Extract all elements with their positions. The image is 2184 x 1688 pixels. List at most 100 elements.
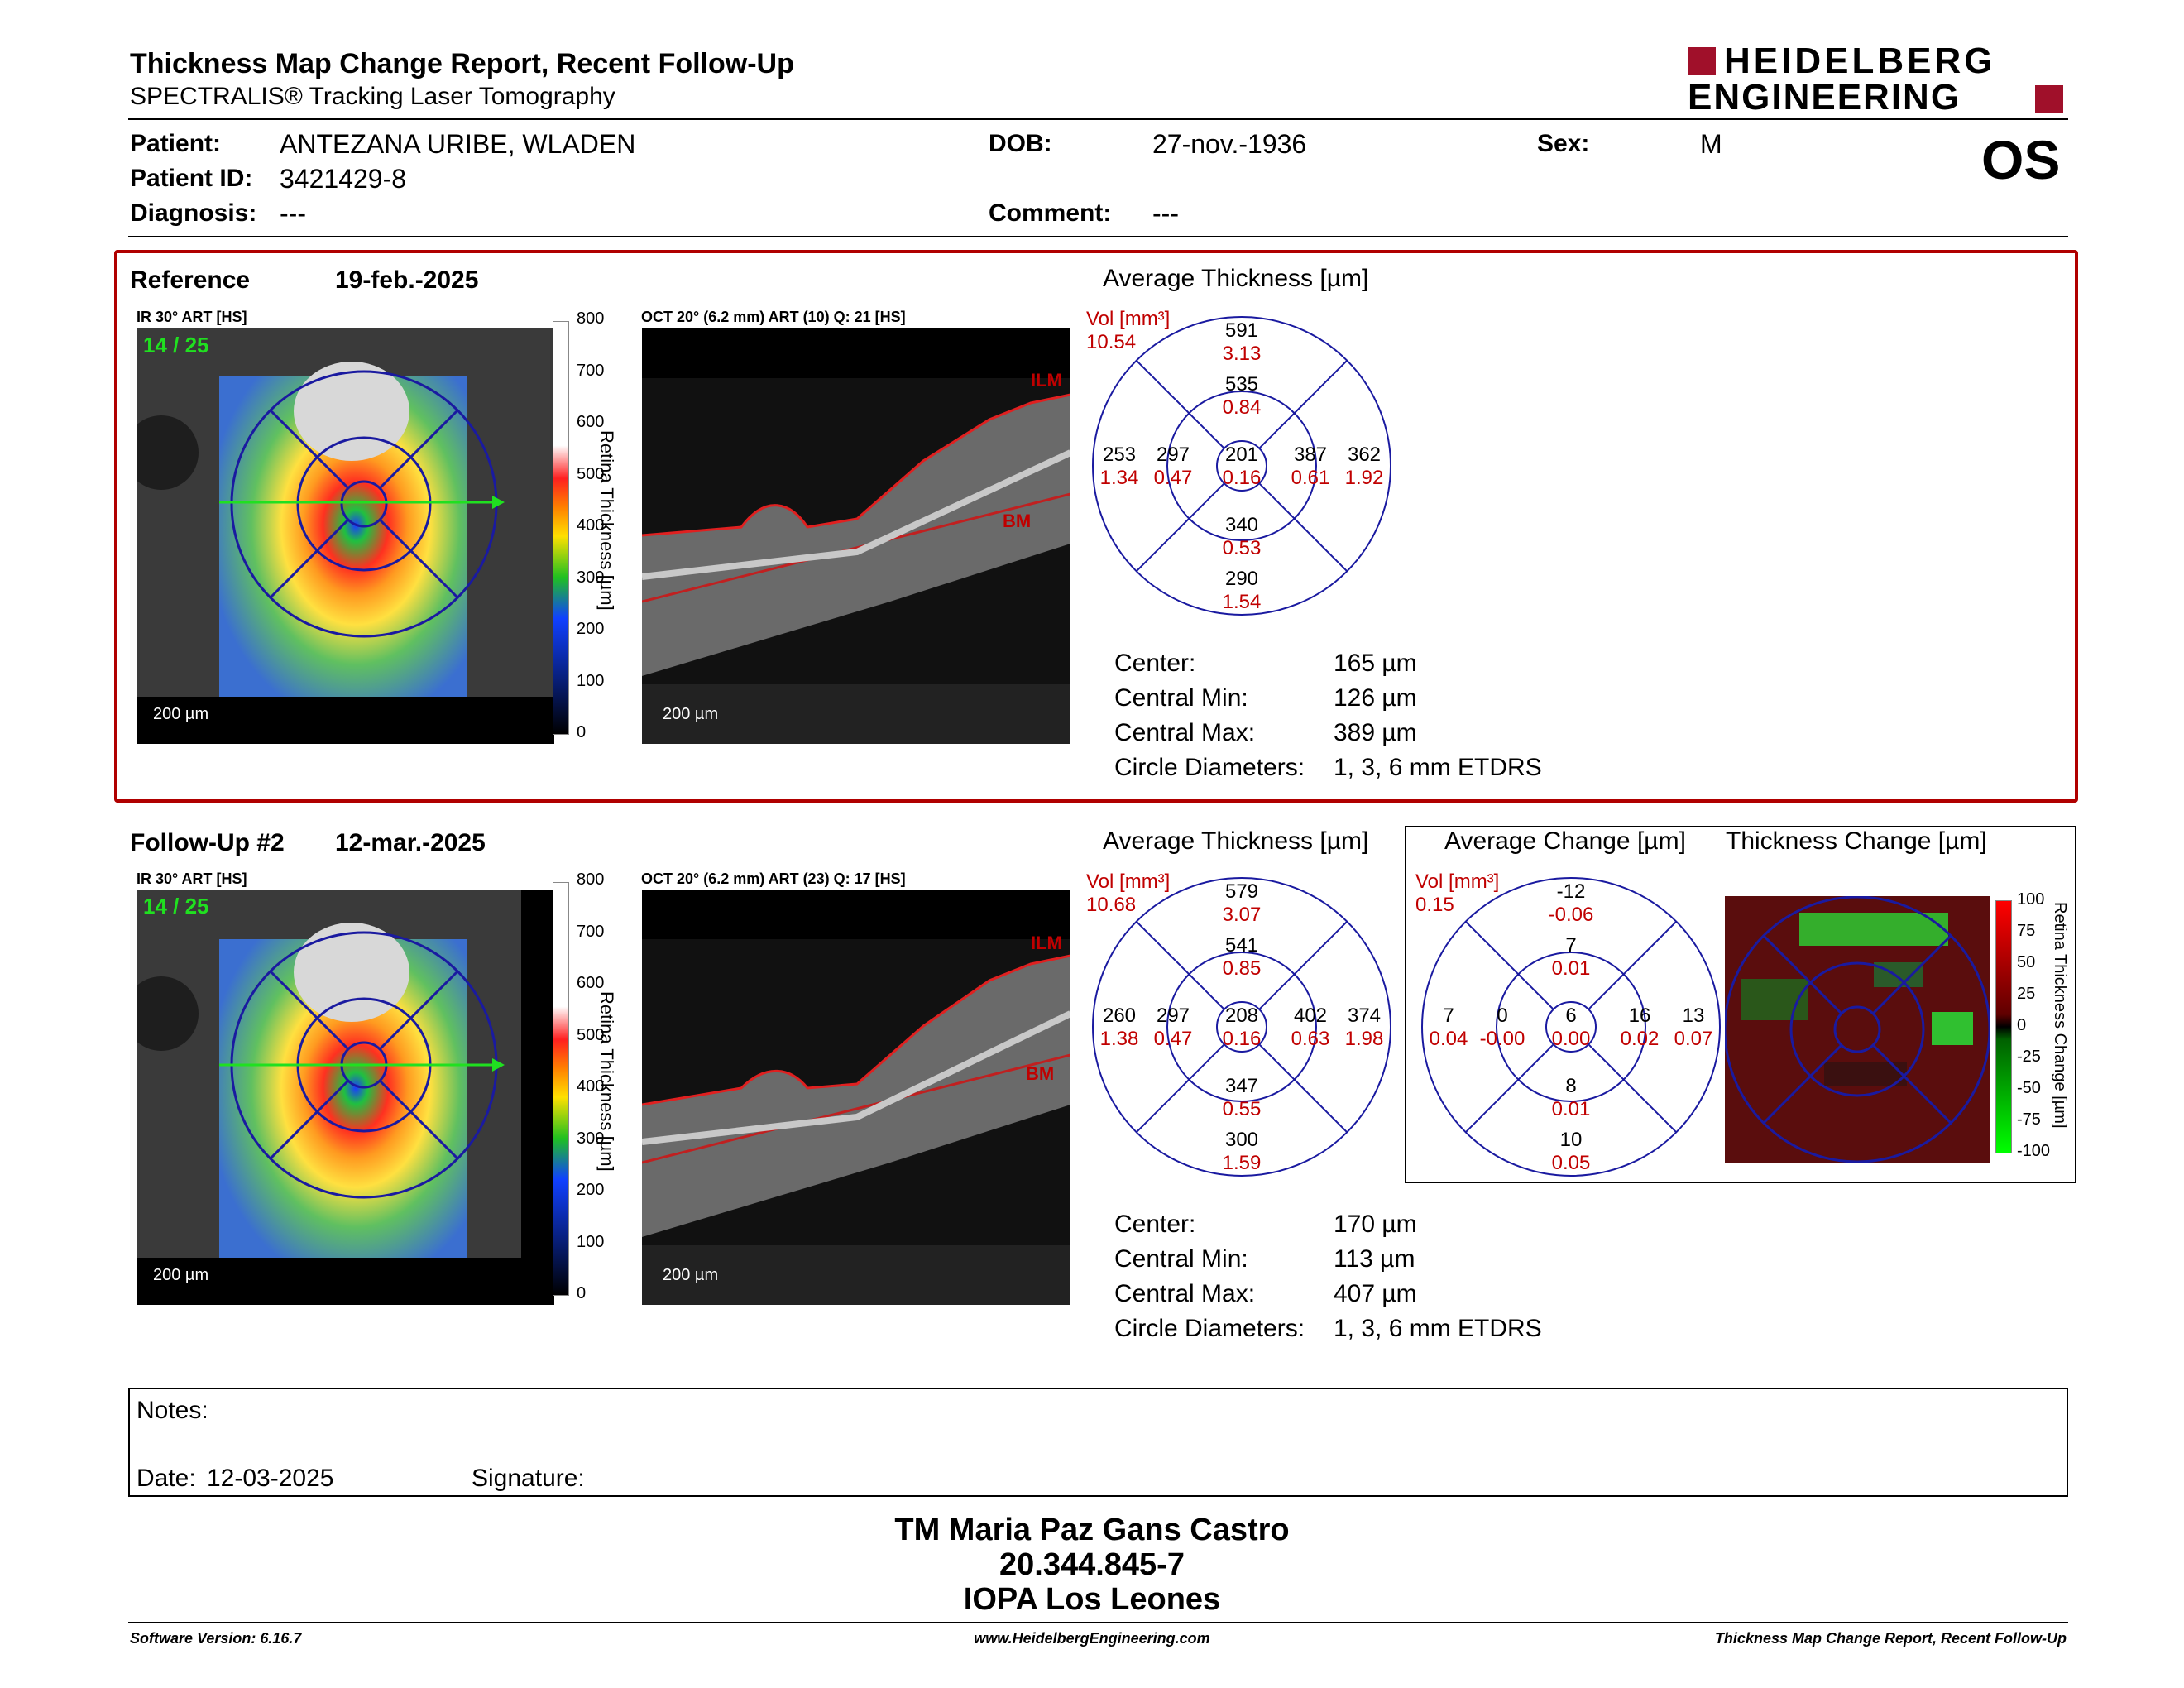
ref-outer-inf-thickness: 290 xyxy=(1224,568,1259,590)
signature-stamp: TM Maria Paz Gans Castro 20.344.845-7 IO… xyxy=(0,1513,2184,1617)
change-outer-nas-thickness: 7 xyxy=(1443,1005,1454,1027)
ref-center-label: Center: xyxy=(1114,650,1196,677)
ref-outer-nas-volume: 1.34 xyxy=(1099,467,1139,489)
followup-label: Follow-Up #2 xyxy=(130,829,285,856)
patient-id: 3421429-8 xyxy=(280,164,407,194)
patient-label: Patient: xyxy=(130,130,222,157)
fu-inner-temp-volume: 0.63 xyxy=(1291,1028,1330,1050)
fu-colorbar-tick: 100 xyxy=(577,1232,605,1251)
website-link[interactable]: www.HeidelbergEngineering.com xyxy=(974,1630,1210,1647)
change-colorbar-tick: -25 xyxy=(2017,1048,2041,1066)
fu-outer-nas-volume: 1.38 xyxy=(1099,1028,1139,1050)
ref-inner-inf-thickness: 340 xyxy=(1224,514,1259,536)
fu-inner-nas-volume: 0.47 xyxy=(1153,1028,1193,1050)
diagnosis-label: Diagnosis: xyxy=(130,199,257,227)
fu-colorbar-tick: 500 xyxy=(577,1025,605,1044)
fu-ir-thickness-map: 14 / 25 200 µm xyxy=(136,890,554,1305)
ref-vol-label: Vol [mm³] xyxy=(1086,308,1171,330)
change-colorbar-tick: 25 xyxy=(2017,985,2036,1003)
ref-max-label: Central Max: xyxy=(1114,719,1256,746)
change-inner-inf-thickness: 8 xyxy=(1565,1075,1577,1097)
fu-outer-nas-thickness: 260 xyxy=(1102,1005,1137,1027)
ref-circ-value: 1, 3, 6 mm ETDRS xyxy=(1334,754,1542,781)
change-inner-nas-thickness: 0 xyxy=(1497,1005,1508,1027)
ref-inner-nas-thickness: 297 xyxy=(1156,444,1190,466)
fu-inner-nas-thickness: 297 xyxy=(1156,1005,1190,1027)
ref-outer-sup-volume: 3.13 xyxy=(1222,343,1262,365)
ref-colorbar-tick: 500 xyxy=(577,464,605,483)
change-outer-sup-thickness: -12 xyxy=(1556,880,1586,903)
ref-colorbar-tick: 0 xyxy=(577,723,587,741)
fu-colorbar-tick: 800 xyxy=(577,870,605,889)
fu-inner-sup-volume: 0.85 xyxy=(1222,957,1262,980)
thickness-change-map xyxy=(1725,896,1990,1163)
fu-oct-scale: 200 µm xyxy=(663,1266,719,1284)
ref-center-volume: 0.16 xyxy=(1222,467,1262,489)
ref-oct-title: OCT 20° (6.2 mm) ART (10) Q: 21 [HS] xyxy=(641,309,906,325)
ref-max-value: 389 µm xyxy=(1334,719,1417,746)
eye-label: OS xyxy=(1981,129,2061,190)
fu-outer-temp-thickness: 374 xyxy=(1347,1005,1382,1027)
change-inner-nas-volume: -0.00 xyxy=(1479,1028,1525,1050)
stamp-name: TM Maria Paz Gans Castro xyxy=(894,1513,1290,1547)
ref-inner-inf-volume: 0.53 xyxy=(1222,537,1262,559)
fu-circ-value: 1, 3, 6 mm ETDRS xyxy=(1334,1315,1542,1342)
fu-etdrs-grid: 579 3.07 541 0.85 208 0.16 260 1.38 297 0.47 402 0.… xyxy=(1090,875,1393,1178)
ref-colorbar-tick: 600 xyxy=(577,413,605,431)
ref-colorbar xyxy=(553,321,569,735)
logo-line2: ENGINEERING xyxy=(1688,77,1961,117)
software-version: Software Version: 6.16.7 xyxy=(130,1630,302,1647)
reference-label: Reference xyxy=(130,266,251,294)
change-outer-temp-thickness: 13 xyxy=(1682,1005,1705,1027)
ref-oct-bscan: ILM BM 200 µm xyxy=(642,328,1070,744)
stamp-id: 20.344.845-7 xyxy=(999,1547,1185,1582)
fu-colorbar-label: Retina Thickness [µm] xyxy=(596,991,617,1172)
change-colorbar xyxy=(1995,900,2012,1153)
fu-frame-count: 14 / 25 xyxy=(143,894,209,918)
ref-ir-scale: 200 µm xyxy=(153,705,209,723)
fu-colorbar-tick: 400 xyxy=(577,1077,605,1096)
stamp-institution: IOPA Los Leones xyxy=(963,1582,1221,1617)
change-colorbar-tick: 100 xyxy=(2017,890,2045,909)
change-box xyxy=(1405,826,2076,1183)
ref-outer-temp-volume: 1.92 xyxy=(1344,467,1384,489)
fu-circ-label: Circle Diameters: xyxy=(1114,1315,1305,1342)
ref-inner-sup-thickness: 535 xyxy=(1224,373,1259,396)
fu-outer-sup-volume: 3.07 xyxy=(1222,904,1262,926)
notes-date-label: Date: xyxy=(136,1465,196,1492)
change-outer-temp-volume: 0.07 xyxy=(1674,1028,1713,1050)
fu-inner-inf-thickness: 347 xyxy=(1224,1075,1259,1097)
fu-ir-title: IR 30° ART [HS] xyxy=(136,870,247,887)
ref-colorbar-tick: 300 xyxy=(577,568,605,587)
change-vol-value: 0.15 xyxy=(1415,894,1454,916)
fu-inner-temp-thickness: 402 xyxy=(1293,1005,1328,1027)
fu-colorbar-tick: 300 xyxy=(577,1129,605,1148)
change-colorbar-tick: 0 xyxy=(2017,1016,2027,1034)
dob-value: 27-nov.-1936 xyxy=(1152,129,1307,159)
heidelberg-logo: HEIDELBERG ENGINEERING xyxy=(1688,41,2068,120)
fu-colorbar-tick: 700 xyxy=(577,922,605,941)
fu-center-volume: 0.16 xyxy=(1222,1028,1262,1050)
followup-date: 12-mar.-2025 xyxy=(335,829,486,856)
fu-center-label: Center: xyxy=(1114,1211,1196,1238)
ref-colorbar-tick: 200 xyxy=(577,620,605,638)
ref-min-label: Central Min: xyxy=(1114,684,1248,712)
ref-inner-sup-volume: 0.84 xyxy=(1222,396,1262,419)
change-inner-sup-thickness: 7 xyxy=(1565,934,1577,957)
logo-square-icon xyxy=(2035,85,2063,113)
fu-max-value: 407 µm xyxy=(1334,1280,1417,1307)
fu-colorbar xyxy=(553,882,569,1296)
ref-inner-nas-volume: 0.47 xyxy=(1153,467,1193,489)
ref-stats: Center: 165 µm Central Min: 126 µm Central… xyxy=(1114,646,1542,785)
sex-value: M xyxy=(1700,129,1722,159)
fu-colorbar-tick: 600 xyxy=(577,974,605,992)
ref-outer-sup-thickness: 591 xyxy=(1224,319,1259,342)
ref-bm-label: BM xyxy=(1003,511,1032,531)
fu-ilm-label: ILM xyxy=(1031,933,1062,953)
signature-label: Signature: xyxy=(472,1465,585,1492)
change-outer-sup-volume: -0.06 xyxy=(1548,904,1594,926)
change-title: Average Change [µm] xyxy=(1444,827,1686,855)
fu-max-label: Central Max: xyxy=(1114,1280,1256,1307)
patient-name: ANTEZANA URIBE, WLADEN xyxy=(280,129,636,159)
fu-center-value: 170 µm xyxy=(1334,1211,1417,1238)
